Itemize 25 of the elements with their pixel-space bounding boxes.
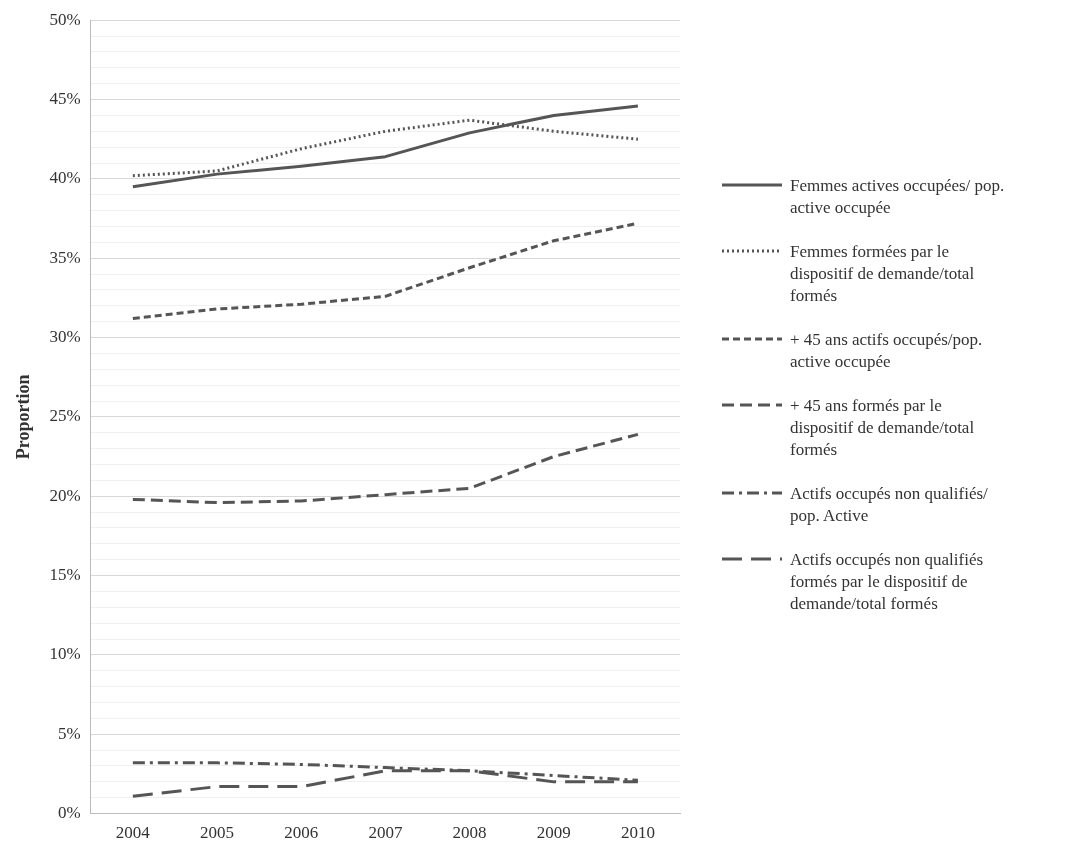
x-tick-label: 2007 — [368, 823, 403, 843]
legend-label: + 45 ans actifs occupés/pop. active occupée — [790, 329, 984, 373]
legend-label: Femmes formées par le dispositif de demande/total formés — [790, 241, 976, 307]
y-tick-label: 20% — [49, 485, 81, 505]
x-tick-label: 2005 — [200, 823, 235, 843]
y-tick-label: 35% — [49, 247, 81, 267]
y-tick-label: 40% — [49, 168, 81, 188]
y-tick-label: 10% — [49, 644, 81, 664]
y-tick-label: 45% — [49, 89, 81, 109]
y-tick-label: 15% — [49, 565, 81, 585]
y-axis-title: Proportion — [13, 374, 34, 460]
y-tick-label: 50% — [49, 9, 81, 29]
x-tick-label: 2004 — [115, 823, 151, 843]
y-tick-label: 25% — [49, 406, 81, 426]
x-tick-label: 2010 — [620, 823, 655, 843]
legend-label: Actifs occupés non qualifiés formés par le dispositif de demande/total formés — [790, 549, 985, 615]
x-tick-label: 2009 — [536, 823, 571, 843]
legend-label: + 45 ans formés par le dispositif de demande/total formés — [790, 395, 976, 461]
legend-label: Femmes actives occupées/ pop. active occupée — [790, 175, 1005, 219]
x-tick-label: 2008 — [452, 823, 487, 843]
x-tick-label: 2006 — [284, 823, 319, 843]
y-tick-label: 0% — [58, 803, 81, 823]
y-tick-label: 5% — [58, 723, 81, 743]
legend-label: Actifs occupés non qualifiés/ pop. Active — [790, 483, 989, 527]
y-tick-label: 30% — [49, 327, 81, 347]
